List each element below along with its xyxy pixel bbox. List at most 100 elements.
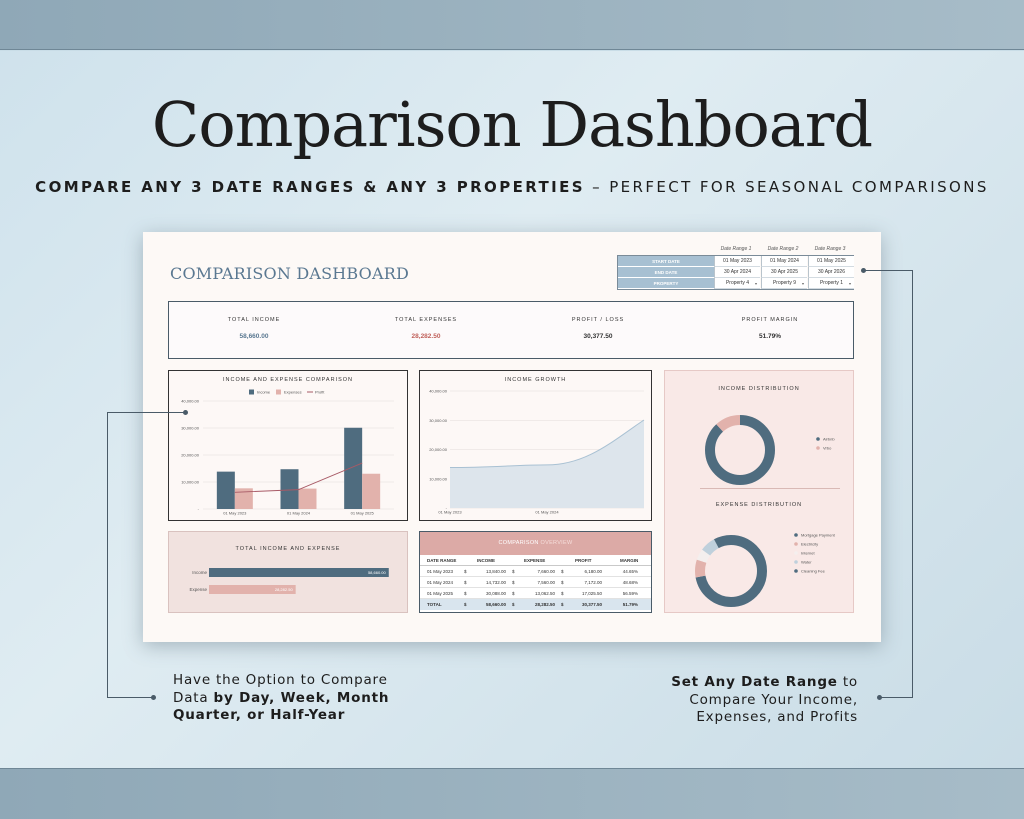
property-2-value: Property 9 <box>772 280 797 286</box>
legend-label: Vrbo <box>823 446 832 451</box>
connector-dot-left-top <box>183 410 188 415</box>
income-distribution-title: INCOME DISTRIBUTION <box>718 386 800 392</box>
property-2-select[interactable]: Property 9 ▾ <box>761 278 807 289</box>
distribution-panel: INCOME DISTRIBUTION Airbnb Vrbo EXPENSE D… <box>664 370 854 613</box>
table-row: 01 May 2023 $13,840.00 $7,660.00 $6,180.00 4… <box>420 566 651 577</box>
cell-profit: 30,377.50 <box>581 602 602 607</box>
overview-title: COMPARISON OVERVIEW <box>420 532 651 555</box>
cell-expense: 7,560.00 <box>537 580 555 585</box>
legend-label: Airbnb <box>823 437 835 442</box>
cell-income: 30,088.00 <box>485 591 506 596</box>
connector-line <box>107 412 108 698</box>
kpi-profit-margin: PROFIT MARGIN 51.79% <box>685 302 855 360</box>
cell-expense: 7,660.00 <box>537 569 555 574</box>
callout-left: Have the Option to Compare Data by Day, … <box>173 672 433 725</box>
hero-subtitle-rest: – PERFECT FOR SEASONAL COMPARISONS <box>585 178 989 196</box>
col-margin: MARGIN <box>620 558 639 563</box>
y-tick-label: 20,000.00 <box>181 453 200 458</box>
cell-income: 14,732.00 <box>485 580 506 585</box>
property-3-select[interactable]: Property 1 ▾ <box>808 278 854 289</box>
connector-line <box>107 697 153 698</box>
bar-expenses <box>362 473 381 509</box>
cell-range: 01 May 2025 <box>427 591 454 596</box>
bar-chart-title: INCOME AND EXPENSE COMPARISON <box>222 377 354 383</box>
start-date-label: START DATE <box>618 256 714 267</box>
chevron-down-icon: ▾ <box>848 281 851 286</box>
date-range-header-1: Date Range 1 <box>720 246 752 252</box>
legend-label: Mortgage Payment <box>801 533 836 538</box>
y-tick-label: - <box>198 507 200 512</box>
col-income: INCOME <box>477 558 495 563</box>
legend-swatch <box>249 389 254 395</box>
total-bar-label: Income <box>192 570 207 575</box>
bar-income <box>216 471 235 509</box>
kpi-value: 51.79% <box>758 333 782 340</box>
y-tick-label: 10,000.00 <box>181 480 200 485</box>
total-bar-income <box>209 568 389 577</box>
cell-margin: 48.68% <box>622 580 638 585</box>
cell-range: 01 May 2023 <box>427 569 454 574</box>
total-bar-value: 58,660.00 <box>368 570 387 575</box>
kpi-total-income: TOTAL INCOME 58,660.00 <box>169 302 339 360</box>
overview-total-row: TOTAL $58,660.00 $28,282.50 $30,377.50 51.79… <box>420 599 651 610</box>
end-date-1-input[interactable]: 30 Apr 2024 <box>714 267 760 278</box>
end-date-2-input[interactable]: 30 Apr 2025 <box>761 267 807 278</box>
overview-title-b: OVERVIEW <box>538 540 573 546</box>
legend-label: Internet <box>801 551 815 556</box>
start-date-1-input[interactable]: 01 May 2023 <box>714 256 760 267</box>
callout-left-line-3b: Quarter, or Half-Year <box>173 707 346 723</box>
profit-line <box>234 462 363 493</box>
bar-expenses <box>298 488 317 509</box>
table-row: 01 May 2025 $30,088.00 $13,062.50 $17,025.5… <box>420 588 651 599</box>
property-1-select[interactable]: Property 4 ▾ <box>714 278 760 289</box>
hero-subtitle-bold: COMPARE ANY 3 DATE RANGES & ANY 3 PROPER… <box>35 178 585 196</box>
x-tick-label: 01 May 2024 <box>535 510 559 515</box>
callout-right: Set Any Date Range to Compare Your Incom… <box>640 674 858 727</box>
x-tick-label: 01 May 2025 <box>351 511 375 516</box>
currency-symbol: $ <box>464 569 467 574</box>
kpi-value: 30,377.50 <box>583 333 613 340</box>
y-tick-label: 40,000.00 <box>429 389 448 394</box>
cell-range: TOTAL <box>427 602 442 607</box>
y-tick-label: - <box>446 506 448 511</box>
currency-symbol: $ <box>512 602 515 607</box>
legend-label: Income <box>257 390 271 395</box>
bar-expenses <box>234 488 253 509</box>
property-3-value: Property 1 <box>819 280 844 286</box>
start-date-2-input[interactable]: 01 May 2024 <box>761 256 807 267</box>
legend-swatch <box>794 569 798 573</box>
callout-right-line-3: Expenses, and Profits <box>696 709 858 725</box>
donut-slice-airbnb <box>705 415 775 485</box>
kpi-value: 58,660.00 <box>239 333 269 340</box>
total-bar-label: Expense <box>189 587 207 592</box>
start-date-3-input[interactable]: 01 May 2025 <box>808 256 854 267</box>
date-range-headers: Date Range 1 Date Range 2 Date Range 3 <box>713 246 853 256</box>
hero-title: Comparison Dashboard <box>151 88 873 161</box>
date-range-table: START DATE 01 May 2023 01 May 2024 01 Ma… <box>617 255 854 290</box>
legend-label: Expenses <box>284 390 302 395</box>
currency-symbol: $ <box>464 602 467 607</box>
total-bar-expense <box>209 585 296 594</box>
callout-right-line-1b: Set Any Date Range <box>671 674 838 690</box>
hero-subtitle: COMPARE ANY 3 DATE RANGES & ANY 3 PROPER… <box>0 178 1024 196</box>
kpi-label: TOTAL INCOME <box>227 317 281 323</box>
cell-income: 13,840.00 <box>485 569 506 574</box>
currency-symbol: $ <box>512 569 515 574</box>
comparison-overview-table: COMPARISON OVERVIEW DATE RANGE INCOME EX… <box>419 531 652 613</box>
connector-line <box>107 412 185 413</box>
property-label: PROPERTY <box>618 278 714 289</box>
callout-left-line-2a: Data <box>173 689 214 706</box>
start-date-row: START DATE 01 May 2023 01 May 2024 01 Ma… <box>618 256 854 267</box>
cell-income: 58,660.00 <box>485 602 506 607</box>
expense-distribution-chart: Mortgage Payment Electricity Internet Water… <box>695 533 836 607</box>
callout-right-line-1: Set Any Date Range to <box>640 674 858 692</box>
callout-left-line-2b: by Day, Week, Month <box>213 689 390 706</box>
donut-slice-cleaning-fee <box>695 535 767 607</box>
overview-title-a: COMPARISON <box>498 540 539 546</box>
cell-expense: 28,282.50 <box>534 602 555 607</box>
growth-chart-title: INCOME GROWTH <box>504 377 567 383</box>
end-date-3-input[interactable]: 30 Apr 2026 <box>808 267 854 278</box>
bar-chart-svg: 40,000.00 30,000.00 20,000.00 10,000.00 - Inc… <box>181 389 394 516</box>
kpi-label: PROFIT MARGIN <box>741 317 799 323</box>
kpi-label: TOTAL EXPENSES <box>394 317 458 323</box>
